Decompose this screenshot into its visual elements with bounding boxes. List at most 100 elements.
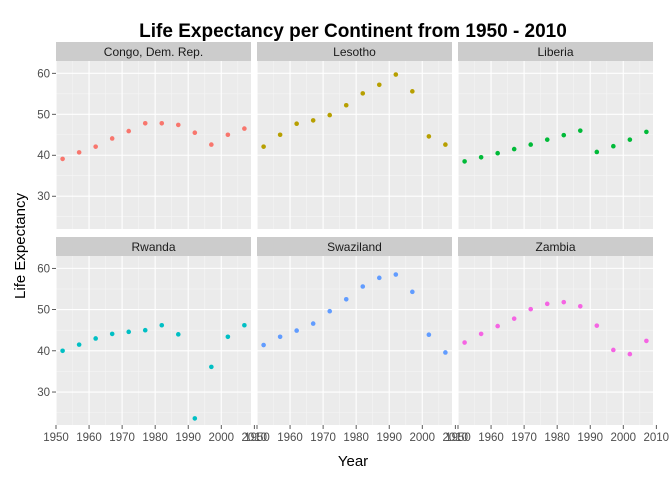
data-point: [627, 351, 633, 357]
data-point: [310, 118, 316, 123]
y-tick-label: 30: [37, 191, 50, 203]
panel-background: [257, 61, 452, 229]
data-point: [462, 340, 467, 345]
data-point: [644, 338, 649, 344]
data-point: [426, 134, 432, 139]
facet-strip: [56, 42, 251, 61]
data-point: [495, 323, 500, 329]
facet-panels: Congo, Dem. Rep. Lesotho Liberia Rwanda Swaz…: [55, 42, 653, 425]
data-point: [327, 308, 333, 314]
data-point: [327, 112, 333, 118]
data-point: [209, 142, 214, 147]
data-point: [561, 132, 567, 138]
data-point: [611, 347, 616, 353]
y-tick-label: 30: [37, 387, 50, 399]
data-point: [142, 120, 148, 126]
data-point: [410, 89, 415, 94]
y-tick-label: 50: [37, 305, 50, 317]
data-point: [343, 296, 349, 302]
panel-background: [458, 61, 653, 229]
data-point: [159, 120, 165, 126]
x-tick-label: 1960: [76, 432, 102, 444]
data-point: [544, 301, 550, 307]
x-tick-label: 1990: [175, 432, 201, 444]
panel-background: [257, 256, 452, 425]
data-point: [528, 306, 534, 312]
y-tick-label: 60: [37, 263, 50, 275]
data-point: [225, 132, 231, 138]
data-point: [225, 334, 231, 340]
data-point: [611, 143, 616, 149]
data-point: [109, 331, 115, 337]
data-point: [443, 350, 448, 355]
data-point: [360, 284, 366, 289]
data-point: [426, 332, 432, 338]
facet-strip: [56, 237, 251, 256]
facet-panel: Swaziland: [256, 237, 452, 425]
x-tick-label: 2000: [208, 432, 234, 444]
data-point: [76, 342, 82, 347]
facet-strip-label: Zambia: [535, 240, 575, 254]
x-tick-label: 2000: [409, 432, 435, 444]
data-point: [277, 334, 283, 340]
data-point: [594, 149, 600, 155]
data-point: [577, 303, 583, 309]
data-point: [109, 136, 115, 141]
facet-strip: [257, 237, 452, 256]
data-point: [360, 91, 366, 96]
data-point: [376, 275, 382, 281]
x-tick-label: 1970: [310, 432, 336, 444]
data-point: [478, 331, 484, 337]
data-point: [261, 342, 266, 348]
data-point: [310, 321, 316, 326]
data-point: [343, 102, 349, 108]
data-point: [594, 323, 600, 328]
data-point: [627, 137, 633, 142]
data-point: [577, 128, 583, 133]
data-point: [60, 348, 65, 354]
x-tick-label: 1960: [478, 432, 504, 444]
facet-strip: [257, 42, 452, 61]
facet-strip-label: Rwanda: [131, 240, 175, 254]
data-point: [242, 322, 247, 328]
x-tick-label: 1960: [277, 432, 303, 444]
facet-strip: [458, 237, 653, 256]
data-point: [294, 121, 299, 126]
x-tick-label: 1970: [511, 432, 537, 444]
panel-background: [458, 256, 653, 425]
panel-background: [56, 61, 251, 229]
x-tick-label: 1970: [109, 432, 135, 444]
y-axis-title: Life Expectancy: [12, 193, 29, 299]
x-tick-label: 1990: [577, 432, 603, 444]
data-point: [126, 329, 132, 335]
x-tick-label: 1990: [376, 432, 402, 444]
data-point: [544, 137, 550, 142]
x-tick-label: 2010: [443, 432, 469, 444]
data-point: [192, 416, 198, 421]
x-tick-label: 1950: [244, 432, 270, 444]
data-point: [376, 82, 382, 88]
y-tick-label: 40: [37, 346, 50, 358]
facet-strip-label: Lesotho: [333, 45, 376, 59]
chart-title: Life Expectancy per Continent from 1950 …: [139, 21, 567, 42]
x-tick-label: 1950: [43, 432, 69, 444]
facet-panel: Congo, Dem. Rep.: [55, 42, 251, 229]
x-tick-label: 1950: [445, 432, 471, 444]
facet-panel: Lesotho: [256, 42, 452, 229]
x-tick-label: 1980: [544, 432, 570, 444]
y-tick-label: 50: [37, 109, 50, 121]
data-point: [294, 328, 299, 333]
x-tick-label: 1980: [142, 432, 168, 444]
data-point: [142, 327, 148, 333]
data-point: [561, 299, 567, 305]
data-point: [159, 322, 165, 328]
facet-panel: Zambia: [457, 237, 653, 425]
data-point: [462, 159, 467, 164]
data-point: [393, 72, 399, 77]
facet-strip-label: Swaziland: [327, 240, 382, 254]
y-tick-label: 60: [37, 68, 50, 80]
data-point: [76, 150, 82, 155]
x-tick-label: 2010: [644, 432, 670, 444]
